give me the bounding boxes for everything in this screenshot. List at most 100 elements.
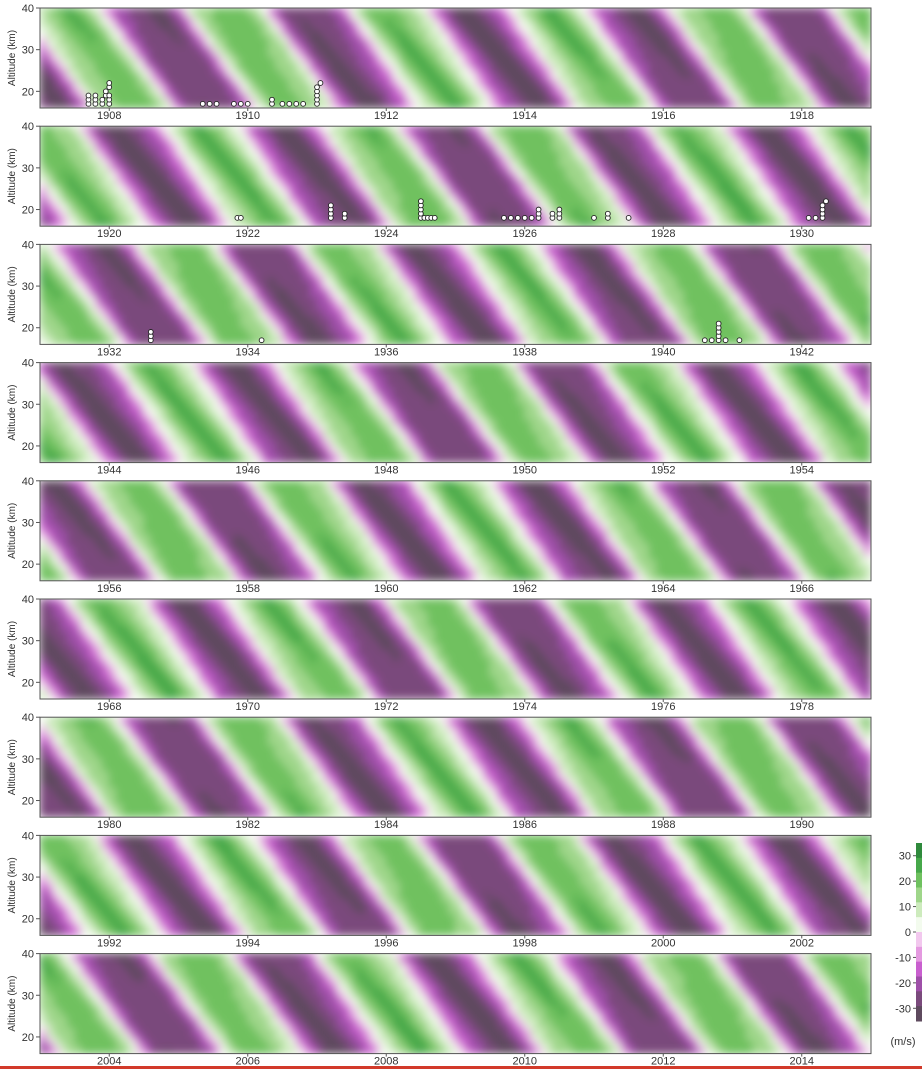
colorbar-swatch — [916, 961, 922, 977]
panel-frame — [39, 480, 872, 582]
colorbar-swatch — [916, 991, 922, 1007]
x-tick-label: 1918 — [790, 110, 814, 122]
colorbar-tick-label: 20 — [899, 876, 911, 888]
colorbar-swatch — [916, 946, 922, 963]
colorbar-swatch — [916, 902, 922, 918]
observation-marker — [286, 100, 293, 107]
y-tick-label: 30 — [22, 281, 34, 293]
wind-field — [40, 717, 871, 818]
x-tick-label: 1930 — [790, 228, 814, 240]
observation-marker — [521, 215, 528, 221]
panel-3: 20 30 40 Altitude (km) 1932 1934 1936 1938 1940 1… — [7, 239, 872, 358]
x-tick-label: 1956 — [97, 583, 121, 595]
colorbar-swatch — [916, 887, 922, 903]
x-tick-label: 1934 — [236, 346, 260, 358]
observation-marker — [535, 206, 542, 213]
y-tick-label: 20 — [22, 205, 34, 217]
colorbar-swatch — [916, 976, 922, 992]
x-tick-label: 1966 — [790, 583, 814, 595]
observation-marker — [341, 210, 348, 217]
observation-marker — [591, 215, 597, 221]
observation-marker — [549, 210, 556, 217]
x-tick-label: 1992 — [97, 937, 121, 949]
x-tick-label: 1936 — [374, 346, 398, 358]
wind-field — [40, 480, 871, 581]
observation-marker — [501, 215, 507, 221]
y-tick-label: 40 — [22, 239, 34, 251]
x-tick-label: 1920 — [97, 228, 121, 240]
observation-marker — [213, 100, 220, 107]
panel-7: 20 30 40 Altitude (km) 1980 1982 1984 1986 1988 1… — [7, 712, 872, 831]
panel-frame — [39, 953, 872, 1055]
observation-marker — [805, 215, 812, 221]
y-tick-label: 20 — [22, 559, 34, 571]
x-tick-label: 1958 — [236, 583, 260, 595]
x-tick-label: 1942 — [790, 346, 814, 358]
colorbar-swatch — [916, 857, 922, 874]
wind-field — [40, 362, 871, 463]
y-tick-label: 30 — [22, 45, 34, 57]
x-tick-label: 1944 — [97, 465, 121, 477]
observation-marker — [206, 100, 213, 107]
x-tick-label: 1964 — [651, 583, 675, 595]
observation-marker — [106, 80, 113, 86]
x-tick-label: 1976 — [651, 701, 675, 713]
y-tick-label: 40 — [22, 594, 34, 606]
observation-marker — [293, 100, 300, 107]
observation-marker — [244, 100, 251, 107]
x-tick-label: 1950 — [513, 465, 537, 477]
colorbar-swatch — [916, 843, 922, 859]
colorbar-tick-label: -20 — [895, 978, 911, 990]
observation-marker — [279, 100, 286, 107]
observation-marker — [708, 337, 715, 344]
x-tick-label: 1940 — [651, 346, 675, 358]
colorbar-tick-label: 30 — [899, 851, 911, 863]
x-tick-label: 2006 — [236, 1056, 260, 1068]
x-tick-label: 1914 — [513, 110, 537, 122]
x-tick-label: 2008 — [374, 1056, 398, 1068]
x-tick-label: 1990 — [790, 819, 814, 831]
y-tick-label: 30 — [22, 399, 34, 411]
x-tick-label: 1968 — [97, 701, 121, 713]
x-tick-label: 1952 — [651, 465, 675, 477]
observation-marker — [722, 337, 729, 344]
y-axis-label: Altitude (km) — [7, 976, 18, 1032]
observation-marker — [85, 92, 92, 99]
panel-frame — [39, 362, 872, 464]
colorbar-swatch — [916, 932, 922, 948]
panel-1: 20 30 40 Altitude (km) 1908 1910 1912 1914 1916 1… — [7, 3, 872, 122]
x-tick-label: 1908 — [97, 110, 121, 122]
y-tick-label: 40 — [22, 476, 34, 488]
x-tick-label: 1946 — [236, 465, 260, 477]
panel-frame — [39, 716, 872, 818]
bottom-rule — [0, 1066, 922, 1069]
observation-marker — [823, 198, 829, 205]
colorbar-swatch — [916, 872, 922, 888]
colorbar-swatch — [916, 917, 922, 933]
y-tick-label: 40 — [22, 3, 34, 15]
panel-4: 20 30 40 Altitude (km) 1944 1946 1948 1950 1952 1… — [7, 358, 872, 477]
x-tick-label: 2010 — [513, 1056, 537, 1068]
observation-marker — [431, 215, 438, 221]
y-tick-label: 30 — [22, 163, 34, 175]
y-tick-label: 40 — [22, 830, 34, 842]
x-tick-label: 1984 — [374, 819, 398, 831]
y-axis-label: Altitude (km) — [7, 739, 18, 795]
y-tick-label: 40 — [22, 358, 34, 370]
observation-marker — [528, 215, 535, 221]
observation-marker — [147, 329, 154, 335]
y-tick-label: 20 — [22, 323, 34, 335]
y-tick-label: 30 — [22, 636, 34, 648]
panel-2: 20 30 40 Altitude (km) 1920 1922 1924 1926 1928 1… — [7, 121, 872, 240]
panels-layer: 20 30 40 Altitude (km) 1908 1910 1912 1914 1916 1… — [7, 3, 872, 1068]
y-tick-label: 20 — [22, 441, 34, 453]
panel-6: 20 30 40 Altitude (km) 1968 1970 1972 1974 1976 1… — [7, 594, 872, 713]
x-tick-label: 1912 — [374, 110, 398, 122]
observation-marker — [237, 215, 244, 221]
observation-marker — [102, 88, 109, 95]
panel-frame — [39, 598, 872, 700]
x-tick-label: 1994 — [236, 937, 260, 949]
x-tick-label: 1938 — [513, 346, 537, 358]
x-tick-label: 1962 — [513, 583, 537, 595]
y-axis-label: Altitude (km) — [7, 857, 18, 913]
